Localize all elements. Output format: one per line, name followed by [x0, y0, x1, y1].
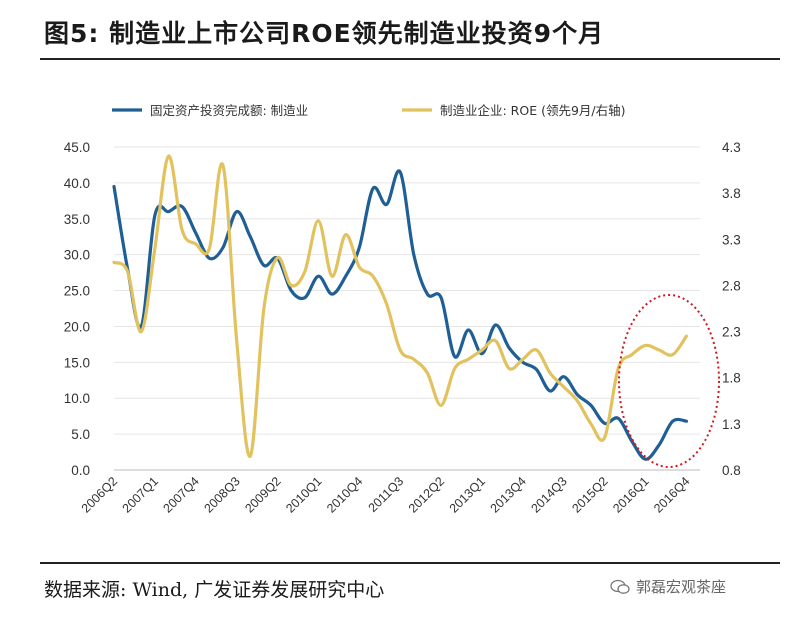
right-tick-label: 3.8: [722, 186, 741, 201]
x-tick-label: 2007Q1: [120, 474, 161, 515]
right-tick-label: 2.3: [722, 325, 741, 340]
source-divider: [40, 562, 780, 564]
x-tick-label: 2013Q4: [488, 474, 529, 515]
left-tick-label: 0.0: [71, 463, 90, 478]
right-tick-label: 4.3: [722, 140, 741, 155]
right-tick-label: 2.8: [722, 278, 741, 293]
left-tick-label: 15.0: [64, 355, 90, 370]
right-tick-label: 3.3: [722, 232, 741, 247]
x-tick-label: 2016Q1: [610, 474, 651, 515]
series-line-roe: [112, 154, 688, 458]
left-tick-label: 30.0: [64, 248, 90, 263]
line-chart: 固定资产投资完成额: 制造业 制造业企业: ROE (领先9月/右轴) 0.0 5.…: [64, 103, 741, 516]
title-divider: [40, 58, 780, 60]
x-axis: 2006Q2 2007Q1 2007Q4 2008Q3 2009Q2 2010Q1 2010…: [79, 469, 700, 516]
left-tick-label: 5.0: [71, 427, 90, 442]
chart-title: 图5: 制造业上市公司ROE领先制造业投资9个月: [44, 19, 605, 48]
left-tick-label: 35.0: [64, 212, 90, 227]
x-tick-label: 2016Q4: [651, 474, 692, 515]
source-note: 数据来源: Wind, 广发证券发展研究中心: [44, 579, 385, 601]
x-tick-label: 2014Q3: [528, 474, 569, 515]
left-axis-ticks: 0.0 5.0 10.0 15.0 20.0 25.0 30.0 35.0 40.0 45.0: [64, 140, 90, 478]
legend-label: 制造业企业: ROE (领先9月/右轴): [440, 103, 626, 118]
right-tick-label: 1.3: [722, 417, 741, 432]
watermark-text: 郭磊宏观茶座: [636, 578, 727, 596]
legend-label: 固定资产投资完成额: 制造业: [150, 103, 308, 118]
right-axis-ticks: 0.8 1.3 1.8 2.3 2.8 3.3 3.8 4.3: [722, 140, 741, 478]
left-tick-label: 25.0: [64, 284, 90, 299]
highlight-ellipse: [618, 294, 720, 468]
x-tick-label: 2010Q1: [283, 474, 324, 515]
left-tick-label: 10.0: [64, 391, 90, 406]
x-tick-label: 2008Q3: [201, 474, 242, 515]
left-tick-label: 20.0: [64, 319, 90, 334]
series-lines: [112, 154, 688, 461]
left-tick-label: 45.0: [64, 140, 90, 155]
x-tick-label: 2006Q2: [79, 474, 120, 515]
watermark: 郭磊宏观茶座: [610, 576, 726, 597]
x-tick-label: 2009Q2: [242, 474, 283, 515]
series-line-investment: [112, 169, 688, 461]
chart-legend: 固定资产投资完成额: 制造业 制造业企业: ROE (领先9月/右轴): [112, 103, 626, 118]
x-tick-label: 2013Q1: [447, 474, 488, 515]
x-tick-label: 2015Q2: [569, 474, 610, 515]
left-tick-label: 40.0: [64, 176, 90, 191]
x-tick-label: 2007Q4: [161, 474, 202, 515]
wechat-icon: [610, 579, 630, 594]
right-tick-label: 1.8: [722, 371, 741, 386]
x-tick-label: 2011Q3: [366, 474, 407, 515]
right-tick-label: 0.8: [722, 463, 741, 478]
x-tick-label: 2010Q4: [324, 474, 365, 515]
x-tick-label: 2012Q2: [406, 474, 447, 515]
